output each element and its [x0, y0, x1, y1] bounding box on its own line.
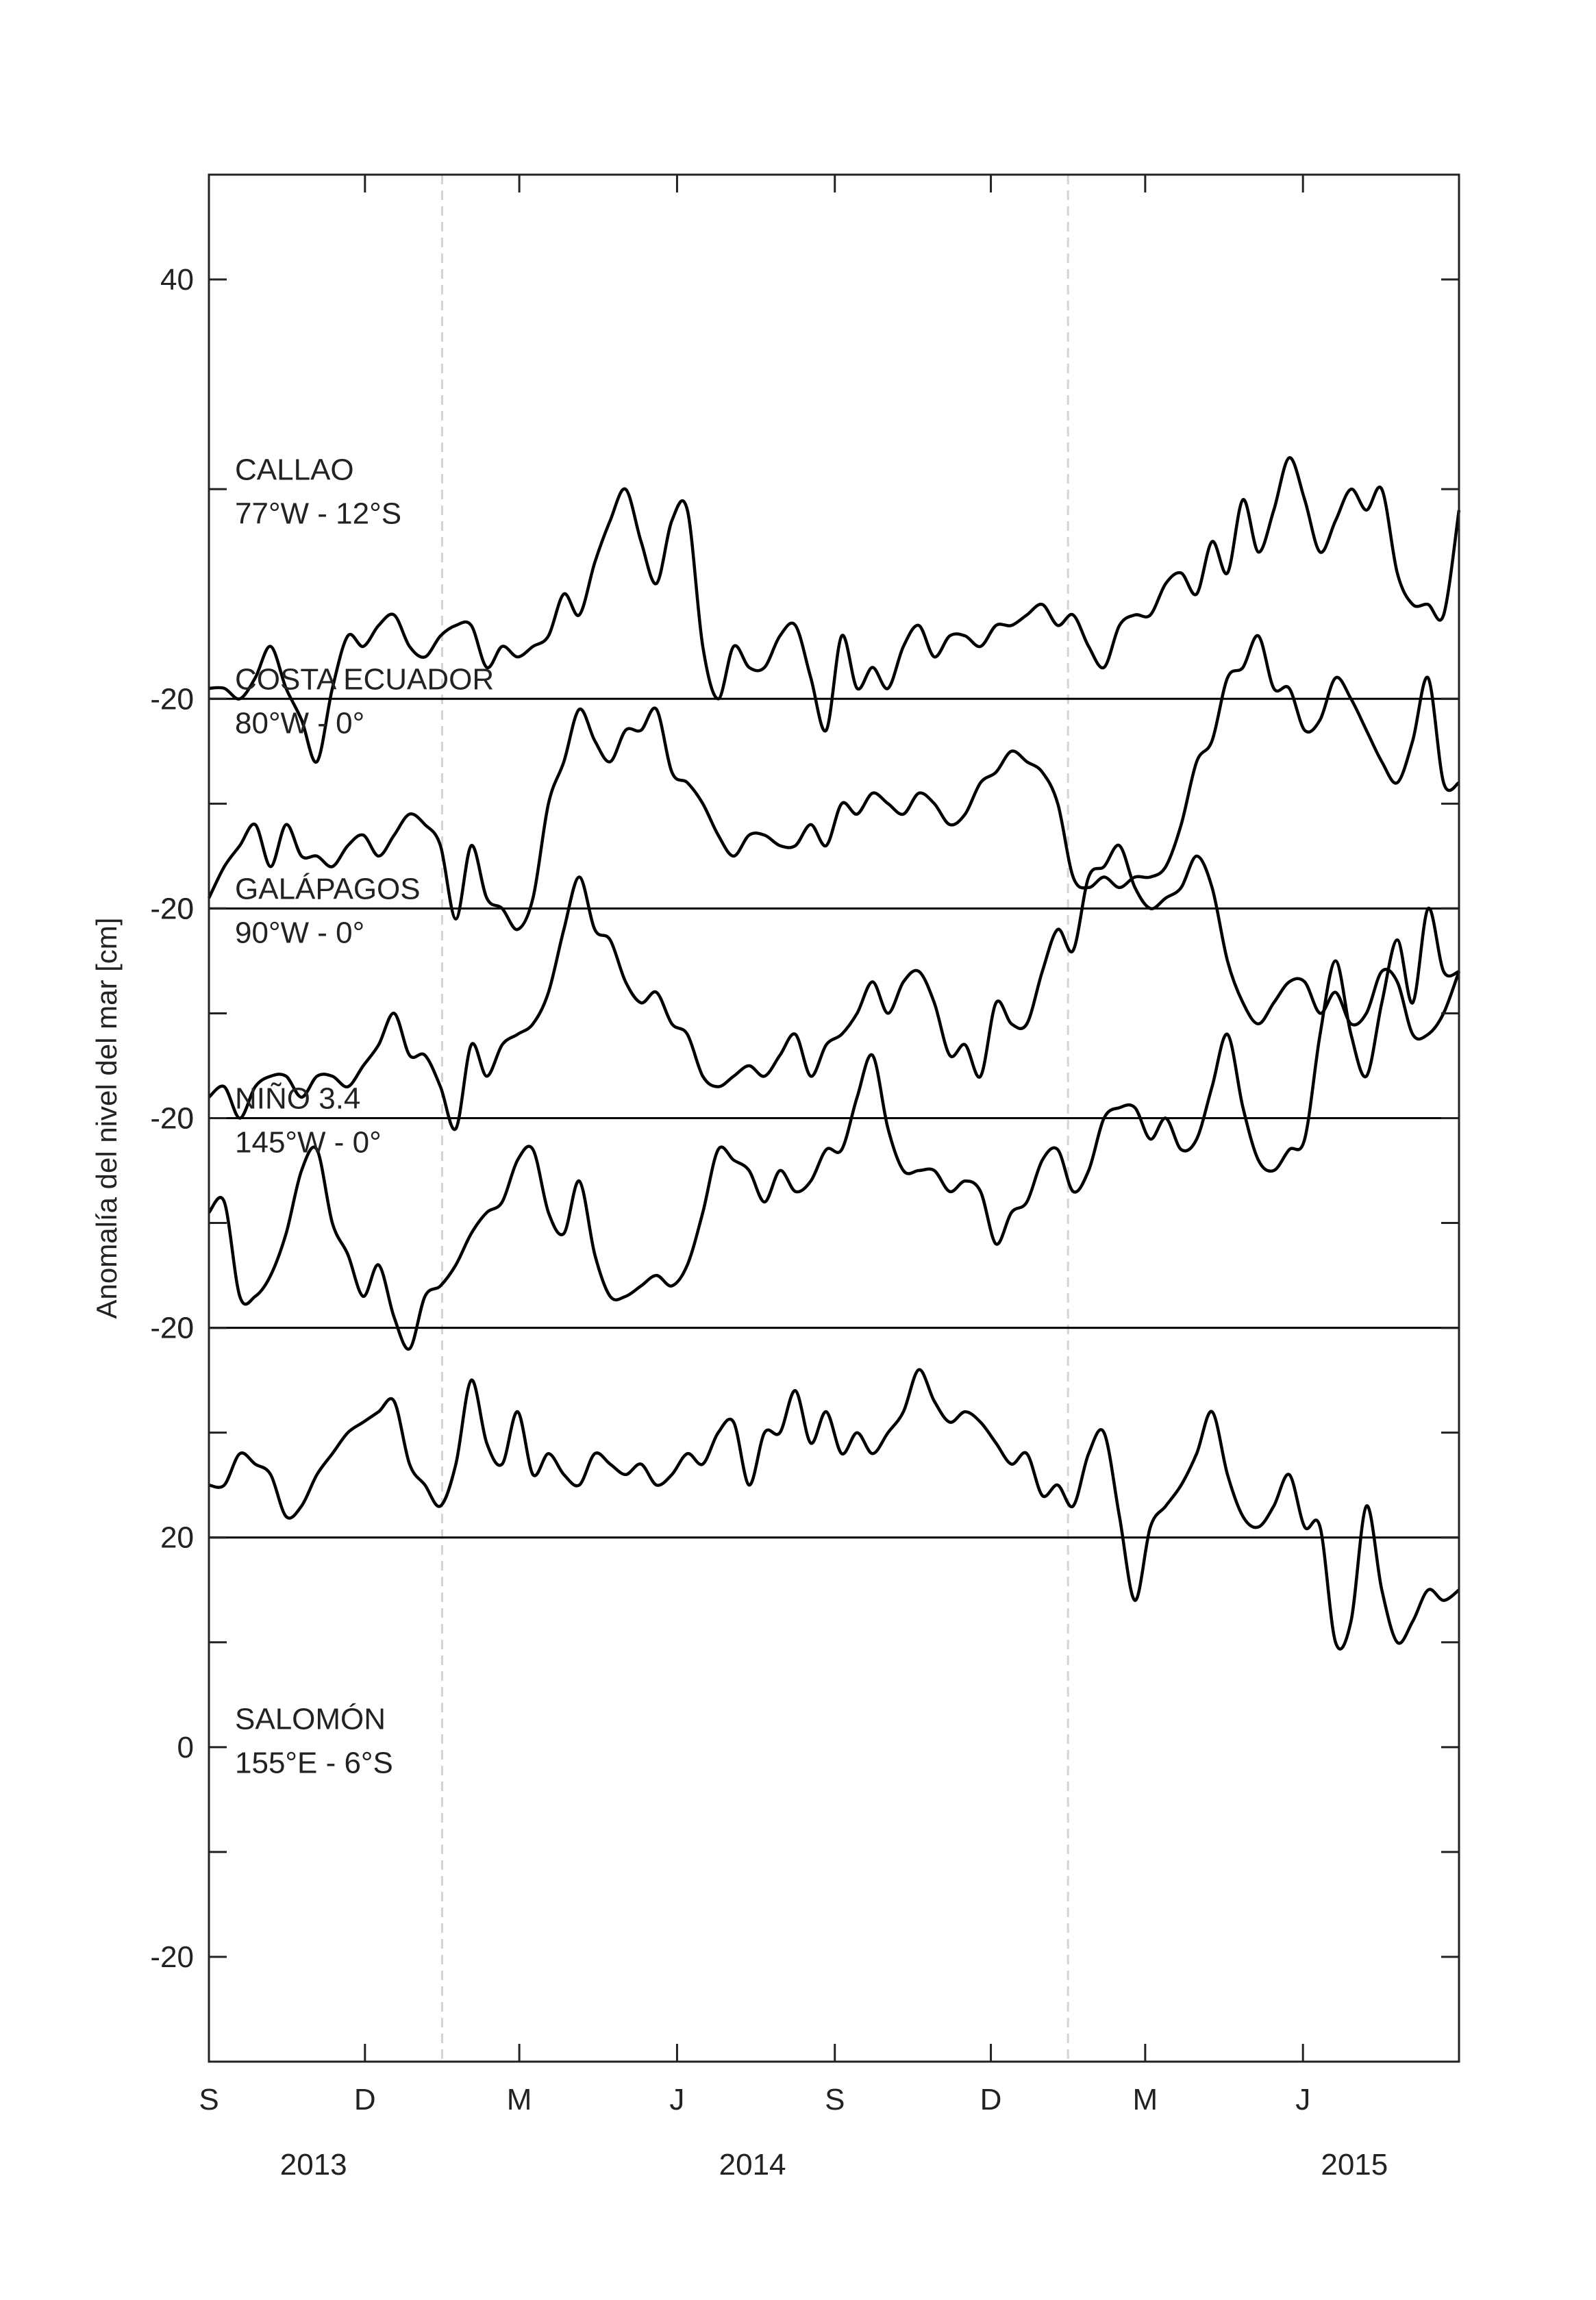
year-label: 2015 — [1321, 2148, 1388, 2182]
y-tick-label: 40 — [160, 263, 194, 297]
x-tick-label: S — [825, 2083, 845, 2116]
x-tick-label: J — [1295, 2083, 1310, 2116]
x-tick-label: D — [980, 2083, 1002, 2116]
panel-labels: CALLAO 77°W - 12°S COSTA ECUADOR 80°W - 0° G… — [235, 453, 494, 1779]
y-axis-title: Anomalía del nivel del mar [cm] — [90, 918, 123, 1319]
panel-location-label: 80°W - 0° — [235, 706, 364, 740]
y-tick-label: -20 — [150, 1940, 194, 1974]
panel-location-label: 90°W - 0° — [235, 916, 364, 950]
y-tick-label: 20 — [160, 1312, 194, 1345]
x-tick-label: M — [507, 2083, 532, 2116]
y-tick-label: -20 — [150, 1102, 194, 1136]
x-tick-label: J — [669, 2083, 684, 2116]
y-tick-label: 20 — [160, 1521, 194, 1555]
x-tick-label: S — [199, 2083, 219, 2116]
x-tick-label: D — [354, 2083, 376, 2116]
panel-station-label: CALLAO — [235, 453, 354, 486]
series-line-1 — [208, 456, 1461, 764]
series-line-3 — [208, 843, 1461, 1132]
y-tick-label: 0 — [177, 1312, 194, 1345]
series-line-4 — [208, 907, 1460, 1351]
y-tick-label: -20 — [150, 892, 194, 925]
series-line-2 — [207, 634, 1460, 932]
y-tick-label: -20 — [150, 1312, 194, 1345]
panel-location-label: 77°W - 12°S — [235, 497, 401, 530]
y-tick-label: 0 — [177, 892, 194, 925]
year-label: 2014 — [719, 2148, 786, 2182]
year-label: 2013 — [280, 2148, 347, 2182]
panel-station-label: COSTA ECUADOR — [235, 662, 494, 696]
panel-location-label: 145°W - 0° — [235, 1126, 382, 1160]
y-tick-label: 0 — [177, 1731, 194, 1764]
y-tick-label: -20 — [150, 682, 194, 716]
panel-location-label: 155°E - 6°S — [235, 1747, 393, 1780]
y-tick-label: 20 — [160, 892, 194, 925]
y-tick-label: 20 — [160, 682, 194, 716]
x-tick-label: M — [1133, 2083, 1158, 2116]
panel-station-label: SALOMÓN — [235, 1703, 386, 1736]
series-line-5 — [208, 1368, 1460, 1651]
panel-station-label: GALÁPAGOS — [235, 873, 421, 906]
series-lines — [207, 456, 1461, 1651]
panel-station-label: NIÑO 3.4 — [235, 1082, 360, 1116]
y-tick-label: 20 — [160, 1102, 194, 1136]
y-tick-label: 0 — [177, 1102, 194, 1136]
y-tick-label: 0 — [177, 1521, 194, 1555]
x-axis-ticks: S D M J S D M J 2013 2014 2015 — [199, 175, 1388, 2182]
